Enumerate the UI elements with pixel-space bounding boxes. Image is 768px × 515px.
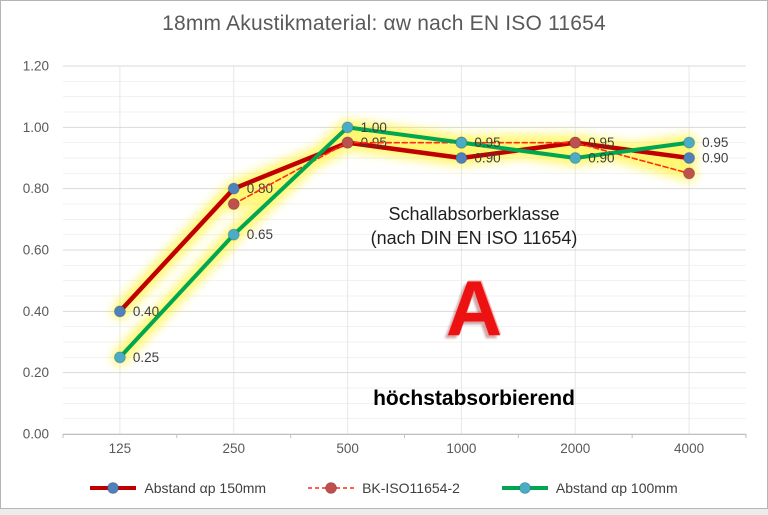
data-label: 0.90 bbox=[702, 151, 728, 166]
legend-line-marker-icon bbox=[501, 482, 548, 494]
x-tick-label: 1000 bbox=[446, 441, 476, 456]
legend: Abstand αp 150mm BK-ISO11654-2 Abstand αp … bbox=[1, 476, 767, 500]
x-tick-label: 250 bbox=[222, 441, 245, 456]
y-tick-label: 1.00 bbox=[23, 120, 49, 135]
x-axis-labels: 125 250 500 1000 2000 4000 bbox=[109, 441, 704, 456]
data-label: 0.65 bbox=[247, 227, 273, 242]
data-point-marker bbox=[569, 152, 582, 164]
chart-title: 18mm Akustikmaterial: αw nach EN ISO 116… bbox=[162, 12, 606, 35]
data-label: 0.95 bbox=[474, 135, 500, 150]
data-label: 0.25 bbox=[133, 350, 159, 365]
data-point-marker bbox=[683, 167, 696, 180]
legend-item-1: BK-ISO11654-2 bbox=[308, 480, 460, 496]
annotation-schallabsorberklasse: Schallabsorberklasse bbox=[388, 204, 560, 224]
y-tick-label: 0.00 bbox=[23, 427, 49, 442]
x-tick-label: 125 bbox=[109, 441, 132, 456]
data-point-marker bbox=[455, 136, 468, 149]
data-point-marker bbox=[569, 136, 582, 149]
y-tick-label: 0.80 bbox=[23, 181, 49, 196]
legend-item-0: Abstand αp 150mm bbox=[90, 480, 266, 496]
x-tick-label: 500 bbox=[336, 441, 359, 456]
data-label: 1.00 bbox=[361, 120, 387, 135]
legend-line-marker-icon bbox=[90, 482, 137, 494]
annotation-norm-reference: (nach DIN EN ISO 11654) bbox=[370, 228, 578, 248]
data-label: 0.95 bbox=[588, 135, 614, 150]
data-label: 0.90 bbox=[588, 151, 614, 166]
major-gridlines bbox=[63, 65, 746, 435]
legend-label: BK-ISO11654-2 bbox=[362, 480, 460, 496]
data-point-marker bbox=[683, 152, 696, 164]
data-point-marker bbox=[341, 136, 354, 149]
data-point-marker bbox=[227, 198, 240, 210]
data-point-marker bbox=[113, 305, 126, 318]
legend-label: Abstand αp 100mm bbox=[555, 480, 678, 496]
data-label: 0.90 bbox=[474, 151, 500, 166]
y-tick-label: 0.40 bbox=[23, 304, 49, 319]
data-point-marker bbox=[455, 152, 468, 164]
series-line bbox=[117, 125, 692, 360]
series-line bbox=[117, 140, 692, 314]
annotation-class-letter: A bbox=[445, 264, 503, 352]
data-point-marker bbox=[683, 136, 696, 149]
series-2: 0.250.651.000.950.900.95 bbox=[113, 120, 728, 365]
y-axis-labels: 0.00 0.20 0.40 0.60 0.80 1.00 1.20 bbox=[23, 59, 49, 442]
y-tick-label: 0.60 bbox=[23, 243, 49, 258]
y-tick-label: 0.20 bbox=[23, 365, 49, 380]
data-label: 0.40 bbox=[133, 304, 159, 319]
data-point-marker bbox=[227, 228, 240, 241]
x-tick-label: 2000 bbox=[560, 441, 590, 456]
data-label: 0.95 bbox=[702, 135, 728, 150]
legend-label: Abstand αp 150mm bbox=[144, 480, 267, 496]
data-point-marker bbox=[113, 351, 126, 364]
legend-line-marker-icon bbox=[308, 482, 355, 494]
y-tick-label: 1.20 bbox=[23, 59, 49, 74]
data-label: 0.80 bbox=[247, 181, 273, 196]
data-point-marker bbox=[227, 182, 240, 195]
data-point-marker bbox=[341, 121, 354, 134]
legend-item-2: Abstand αp 100mm bbox=[501, 480, 678, 496]
annotation-class-description: höchstabsorbierend bbox=[373, 387, 575, 410]
x-tick-label: 4000 bbox=[674, 441, 704, 456]
